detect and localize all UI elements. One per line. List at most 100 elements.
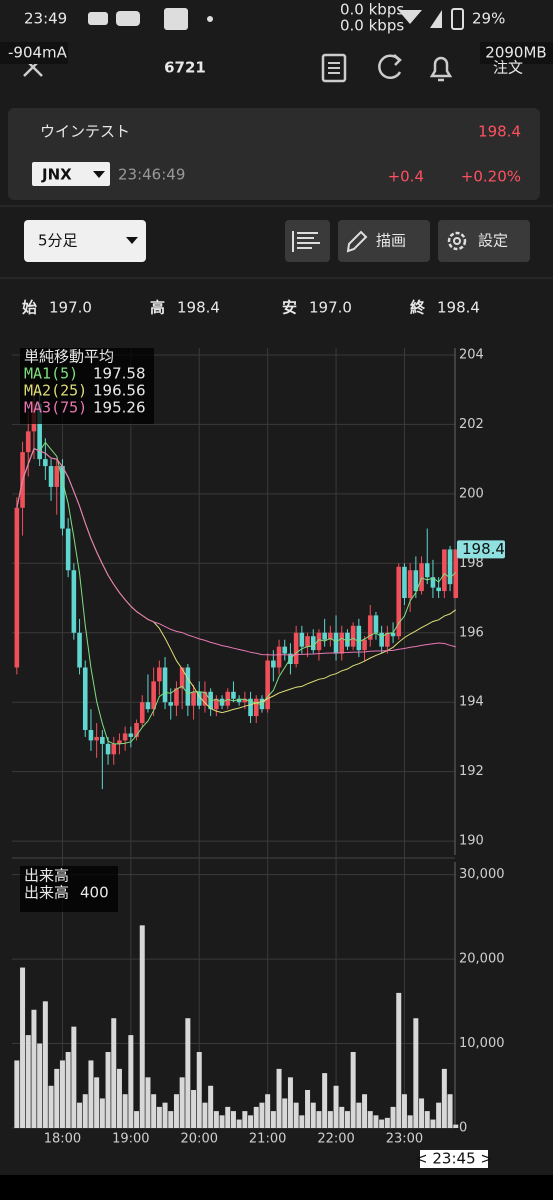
legend-value: 195.26 — [93, 399, 146, 417]
ohlc-value: 198.4 — [437, 299, 480, 317]
market-select[interactable] — [32, 162, 110, 186]
candle-body — [151, 681, 156, 710]
legend-name: MA1(5) — [24, 365, 78, 383]
y-tick-label: 30,000 — [459, 867, 505, 882]
legend-title: 出来高 — [24, 867, 69, 885]
volume-bar — [145, 1077, 151, 1128]
volume-bar — [14, 1060, 20, 1128]
volume-bar — [219, 1115, 225, 1128]
volume-bar — [196, 1052, 202, 1128]
candle-body — [54, 466, 60, 487]
candle-body — [139, 702, 145, 724]
y-tick-label: 190 — [459, 834, 484, 849]
draw-button[interactable] — [338, 220, 430, 262]
candle-body — [424, 563, 430, 578]
candle-body — [407, 570, 413, 599]
candle-body — [253, 698, 259, 717]
volume-bar — [436, 1102, 442, 1128]
candle-body — [265, 660, 270, 710]
y-tick-label: 10,000 — [459, 1036, 505, 1051]
overlay — [0, 42, 68, 64]
refresh-button[interactable] — [378, 54, 402, 79]
interval-select[interactable] — [24, 220, 146, 262]
volume-bar — [179, 1077, 185, 1128]
candle-body — [322, 632, 327, 640]
volume-bar — [88, 1060, 94, 1128]
candle-body — [157, 667, 162, 682]
volume-bar — [384, 1117, 390, 1128]
settings-button[interactable] — [438, 220, 530, 262]
ohlc-value: 197.0 — [309, 299, 352, 317]
legend-title: 単純移動平均 — [24, 348, 114, 366]
volume-bar — [71, 1026, 77, 1128]
volume-bar — [20, 967, 26, 1128]
chart: 190 192 194 196 198 200 202 204 0 10,000 20,000 30,… — [12, 347, 505, 1168]
volume-bar — [242, 1111, 248, 1128]
volume-bar — [128, 1035, 134, 1128]
volume-bar — [59, 1060, 65, 1128]
x-tick-label: 20:00 — [181, 1132, 218, 1147]
candle-body — [43, 459, 48, 467]
volume-bar — [162, 1102, 168, 1128]
volume-bar — [316, 1111, 322, 1128]
volume-bar — [156, 1106, 162, 1128]
ohlc-value: 197.0 — [49, 299, 92, 317]
candle-body — [202, 691, 208, 706]
candle-body — [191, 691, 196, 706]
volume-bar — [202, 1102, 208, 1128]
volume-bar — [356, 1102, 362, 1128]
candle-body — [385, 632, 390, 647]
net-down: 0.0 kbps — [340, 17, 404, 35]
candle-body — [71, 570, 77, 633]
candle-body — [436, 587, 441, 592]
volume-bar — [111, 1018, 117, 1128]
indicator-icon — [292, 231, 320, 252]
dropdown-arrow — [93, 171, 105, 178]
status-icon — [116, 11, 140, 26]
volume-bar — [270, 1111, 276, 1128]
volume-bar — [430, 1119, 436, 1128]
candle-body — [419, 563, 424, 592]
candle-body — [310, 636, 316, 651]
candle-body — [328, 632, 333, 640]
y-tick-label: 0 — [459, 1121, 467, 1136]
candle-body — [60, 466, 65, 529]
legend-value: 400 — [80, 884, 109, 902]
volume-bar — [134, 1111, 140, 1128]
y-tick-label: 20,000 — [459, 952, 505, 967]
volume-bar — [236, 1119, 242, 1128]
volume-bar — [379, 1119, 385, 1128]
list-button[interactable] — [321, 53, 347, 83]
candle-body — [134, 723, 139, 737]
indicator-button[interactable] — [285, 220, 330, 262]
volume-bar — [441, 1068, 447, 1128]
y-tick-label: 196 — [459, 625, 484, 640]
x-tick-label: 23:00 — [386, 1132, 423, 1147]
candle-body — [145, 702, 151, 710]
y-tick-label: 202 — [459, 417, 484, 432]
candle-body — [94, 736, 99, 741]
volume-bar — [253, 1106, 259, 1128]
order-button[interactable]: 注文 — [493, 59, 523, 77]
volume-bar — [265, 1094, 271, 1128]
volume-bar — [122, 1094, 128, 1128]
volume-bar — [322, 1073, 328, 1128]
page-title: 6721 — [164, 59, 206, 77]
volume-bar — [99, 1098, 105, 1128]
candle-body — [236, 698, 242, 703]
volume-bar — [37, 1043, 43, 1128]
y-tick-label: 192 — [459, 764, 484, 779]
current-draw: -904mA — [8, 44, 68, 62]
volume-bar — [339, 1106, 345, 1128]
candle-body — [299, 632, 305, 647]
candle-body — [293, 632, 299, 665]
alert-button[interactable] — [429, 56, 453, 82]
market: JNX — [41, 166, 72, 184]
volume-bar — [105, 1052, 111, 1128]
candle-body — [282, 646, 288, 654]
volume-bar — [168, 1111, 174, 1128]
volume-bar — [276, 1068, 282, 1128]
gear-icon — [453, 237, 461, 245]
candle-body — [248, 698, 253, 717]
volume-bar — [225, 1106, 231, 1128]
